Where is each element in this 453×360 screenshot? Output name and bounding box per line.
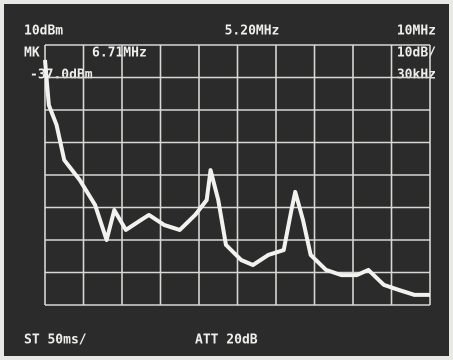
spectrum-trace bbox=[43, 59, 430, 297]
attenuation: ATT 20dB bbox=[195, 333, 258, 348]
sweep-time: ST 50ms/ bbox=[24, 333, 87, 348]
marker-frequency: 6.71MHz bbox=[92, 46, 147, 61]
scale: 10dB/ bbox=[397, 46, 436, 61]
span: 10MHz bbox=[397, 24, 436, 39]
marker-label: MK bbox=[24, 46, 40, 61]
resolution-bandwidth: 30kHz bbox=[397, 68, 436, 83]
center-frequency: 5.20MHz bbox=[225, 24, 280, 39]
reference-level: 10dBm bbox=[24, 24, 63, 39]
